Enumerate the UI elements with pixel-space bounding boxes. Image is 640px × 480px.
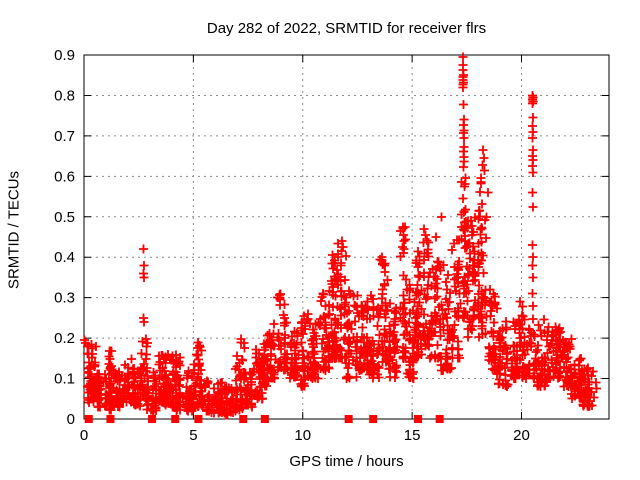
y-tick-label: 0.8 — [54, 87, 75, 104]
chart-title: Day 282 of 2022, SRMTID for receiver flr… — [206, 20, 487, 37]
x-tick-label: 20 — [513, 427, 530, 444]
y-axis-label: SRMTID / TECUs — [5, 170, 23, 290]
zero-value-square-marker — [84, 415, 93, 423]
y-tick-label: 0.1 — [54, 371, 75, 388]
y-tick-label: 0.5 — [54, 209, 75, 226]
zero-value-square-marker — [171, 415, 180, 423]
x-tick-label: 5 — [189, 427, 197, 444]
zero-value-square-marker — [435, 415, 444, 423]
zero-value-square-marker — [148, 415, 157, 423]
grid-lines — [84, 55, 609, 419]
x-tick-label: 15 — [404, 427, 421, 444]
y-tick-label: 0.9 — [54, 47, 75, 64]
x-axis-label: GPS time / hours — [289, 453, 404, 470]
zero-value-square-marker — [369, 415, 378, 423]
y-tick-label: 0 — [67, 411, 75, 428]
y-tick-label: 0.6 — [54, 168, 75, 185]
y-tick-label: 0.2 — [54, 330, 75, 347]
x-tick-label: 0 — [80, 427, 88, 444]
zero-value-square-marker — [344, 415, 353, 423]
y-tick-label: 0.4 — [54, 249, 75, 266]
zero-value-square-marker — [414, 415, 423, 423]
y-tick-label: 0.7 — [54, 128, 75, 145]
zero-value-square-marker — [260, 415, 269, 423]
x-tick-label: 10 — [294, 427, 311, 444]
zero-value-square-marker — [106, 415, 115, 423]
zero-value-square-marker — [194, 415, 203, 423]
zero-value-square-marker — [239, 415, 248, 423]
scatter-plus-markers — [80, 52, 601, 420]
y-tick-label: 0.3 — [54, 290, 75, 307]
